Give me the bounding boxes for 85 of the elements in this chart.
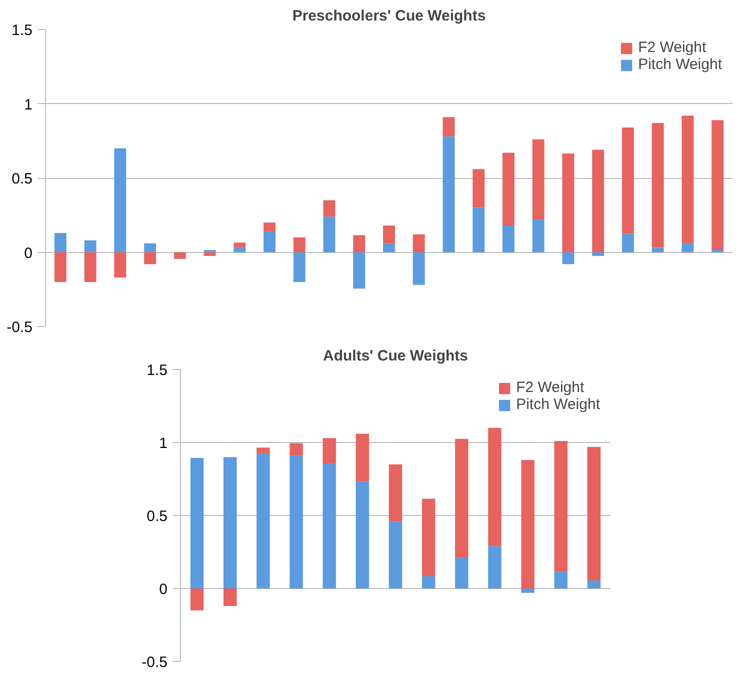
bar — [587, 446, 601, 580]
bar — [383, 243, 395, 252]
bar — [190, 458, 204, 588]
bar — [562, 153, 574, 252]
bar — [472, 169, 485, 208]
bar — [234, 242, 246, 248]
bar — [322, 438, 336, 463]
bar — [256, 453, 270, 588]
y-tick-label: 1.5 — [146, 362, 168, 379]
bar — [442, 136, 455, 252]
bar — [412, 252, 425, 285]
bar — [442, 117, 455, 136]
bar — [190, 588, 204, 610]
bar — [224, 457, 237, 588]
bar — [488, 546, 502, 588]
bar — [532, 139, 544, 220]
bar — [323, 216, 336, 252]
y-tick-label: 1 — [24, 96, 32, 114]
legend-label: Pitch Weight — [638, 56, 722, 73]
bar — [682, 116, 694, 244]
bar — [712, 120, 724, 250]
bar — [521, 588, 534, 593]
bar — [592, 252, 604, 256]
bar — [353, 252, 366, 289]
bar — [114, 252, 126, 278]
bar — [234, 247, 246, 252]
bar — [455, 438, 468, 558]
bar — [521, 460, 534, 588]
chart-title: Adults' Cue Weights — [323, 348, 468, 364]
bar — [174, 252, 186, 259]
bar — [592, 150, 604, 252]
bar — [356, 481, 370, 588]
bar — [412, 234, 425, 252]
bar — [290, 443, 303, 456]
bar — [554, 441, 568, 572]
bar — [388, 464, 402, 522]
bar — [84, 240, 96, 252]
bar — [652, 123, 664, 248]
bar — [502, 152, 514, 226]
y-tick-label: 0.5 — [146, 508, 168, 525]
bar — [144, 252, 156, 264]
bar — [54, 252, 66, 282]
bar — [652, 248, 664, 252]
y-tick-label: -0.5 — [6, 319, 33, 336]
bar — [388, 521, 402, 588]
bar — [323, 200, 336, 217]
bar — [682, 243, 694, 252]
bar — [356, 434, 370, 482]
y-tick-label: 1.5 — [12, 22, 33, 39]
bar — [562, 252, 574, 264]
bar — [264, 222, 276, 232]
bar — [114, 148, 126, 252]
bar — [422, 498, 436, 576]
y-tick-label: 1 — [159, 435, 168, 452]
y-tick-label: 0 — [24, 244, 32, 262]
bar — [264, 231, 276, 252]
bar — [322, 462, 336, 588]
bar — [532, 220, 544, 252]
legend-label: F2 Weight — [638, 39, 706, 56]
y-tick-label: -0.5 — [142, 654, 168, 671]
bar — [54, 232, 66, 252]
y-tick-label: 0.5 — [12, 170, 33, 188]
bar — [622, 234, 634, 252]
bar — [455, 558, 468, 588]
y-tick-label: 0 — [159, 581, 168, 598]
bar — [422, 576, 436, 588]
bar — [84, 252, 96, 282]
legend-label: F2 Weight — [516, 379, 584, 396]
bar — [502, 226, 514, 252]
bar — [383, 226, 395, 244]
legend-label: Pitch Weight — [516, 396, 600, 413]
bar — [204, 252, 216, 256]
bar — [224, 588, 237, 606]
bar — [353, 235, 366, 252]
bar — [290, 456, 303, 588]
bar — [587, 580, 601, 588]
bar — [554, 572, 568, 588]
bar — [293, 252, 306, 282]
chart-title: Preschoolers' Cue Weights — [292, 8, 486, 24]
bar — [293, 237, 306, 252]
bar — [144, 243, 156, 252]
bar — [488, 428, 502, 546]
bar — [472, 208, 485, 252]
bar — [622, 128, 634, 234]
bar — [256, 448, 270, 454]
